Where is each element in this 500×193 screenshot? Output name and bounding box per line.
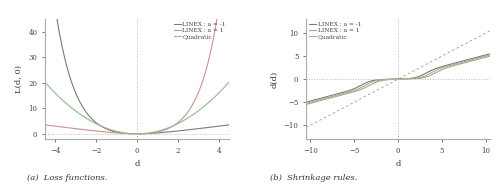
Legend: LINEX : a = -1, LINEX : a = 1, Quadratic: LINEX : a = -1, LINEX : a = 1, Quadratic bbox=[174, 22, 226, 39]
Text: (a)  Loss functions.: (a) Loss functions. bbox=[28, 174, 108, 182]
X-axis label: d: d bbox=[396, 160, 400, 168]
Y-axis label: d(d): d(d) bbox=[270, 70, 278, 88]
Y-axis label: L(d, 0): L(d, 0) bbox=[15, 65, 23, 93]
Text: (b)  Shrinkage rules.: (b) Shrinkage rules. bbox=[270, 174, 358, 182]
X-axis label: d: d bbox=[134, 160, 140, 168]
Legend: LINEX : a = -1, LINEX : a = 1, Quadratic: LINEX : a = -1, LINEX : a = 1, Quadratic bbox=[309, 22, 362, 39]
